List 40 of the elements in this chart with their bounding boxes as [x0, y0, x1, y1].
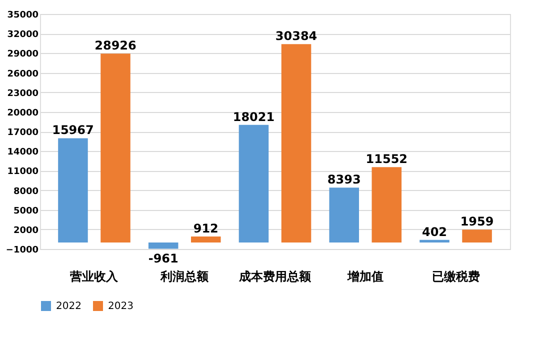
data-label: 8393	[327, 172, 361, 187]
data-label: -961	[148, 252, 178, 266]
bar	[372, 167, 402, 242]
y-tick-label: 14000	[7, 148, 38, 158]
data-label: 28926	[94, 38, 136, 53]
bar	[238, 124, 269, 242]
data-label: 11552	[366, 152, 408, 166]
bar	[462, 230, 492, 242]
y-tick-label: 17000	[7, 128, 38, 138]
bar	[148, 242, 178, 249]
y-tick-label: 26000	[7, 69, 38, 80]
bar	[58, 138, 88, 242]
y-tick-label: 2000	[13, 226, 38, 236]
x-tick-label: 成本费用总额	[238, 270, 312, 284]
data-label: 912	[193, 222, 218, 236]
y-tick-label: 29000	[7, 50, 38, 60]
y-tick-label: 8000	[13, 186, 38, 197]
bar	[420, 240, 450, 242]
x-tick-label: 已缴税费	[432, 270, 480, 284]
y-tick-label: 20000	[7, 108, 38, 118]
data-label: 15967	[52, 123, 94, 138]
bar	[281, 44, 312, 242]
data-label: 30384	[275, 29, 318, 44]
y-tick-label: 11000	[7, 167, 38, 178]
bar	[190, 236, 221, 242]
y-tick-label: 32000	[7, 30, 38, 40]
y-tick-label: 5000	[13, 206, 38, 216]
data-label: 402	[422, 224, 448, 239]
y-tick-label: 23000	[7, 88, 38, 99]
data-label: 1959	[460, 214, 494, 229]
x-tick-label: 增加值	[346, 270, 384, 284]
legend-label: 2023	[108, 301, 134, 312]
y-tick-label: 35000	[7, 10, 38, 20]
data-label: 18021	[232, 110, 275, 124]
x-tick-label: 营业收入	[69, 270, 120, 284]
y-tick-label: −1000	[6, 246, 38, 256]
bar	[329, 188, 360, 242]
x-tick-label: 利润总额	[160, 270, 210, 284]
legend-label: 2022	[56, 301, 82, 312]
bar	[100, 54, 130, 242]
